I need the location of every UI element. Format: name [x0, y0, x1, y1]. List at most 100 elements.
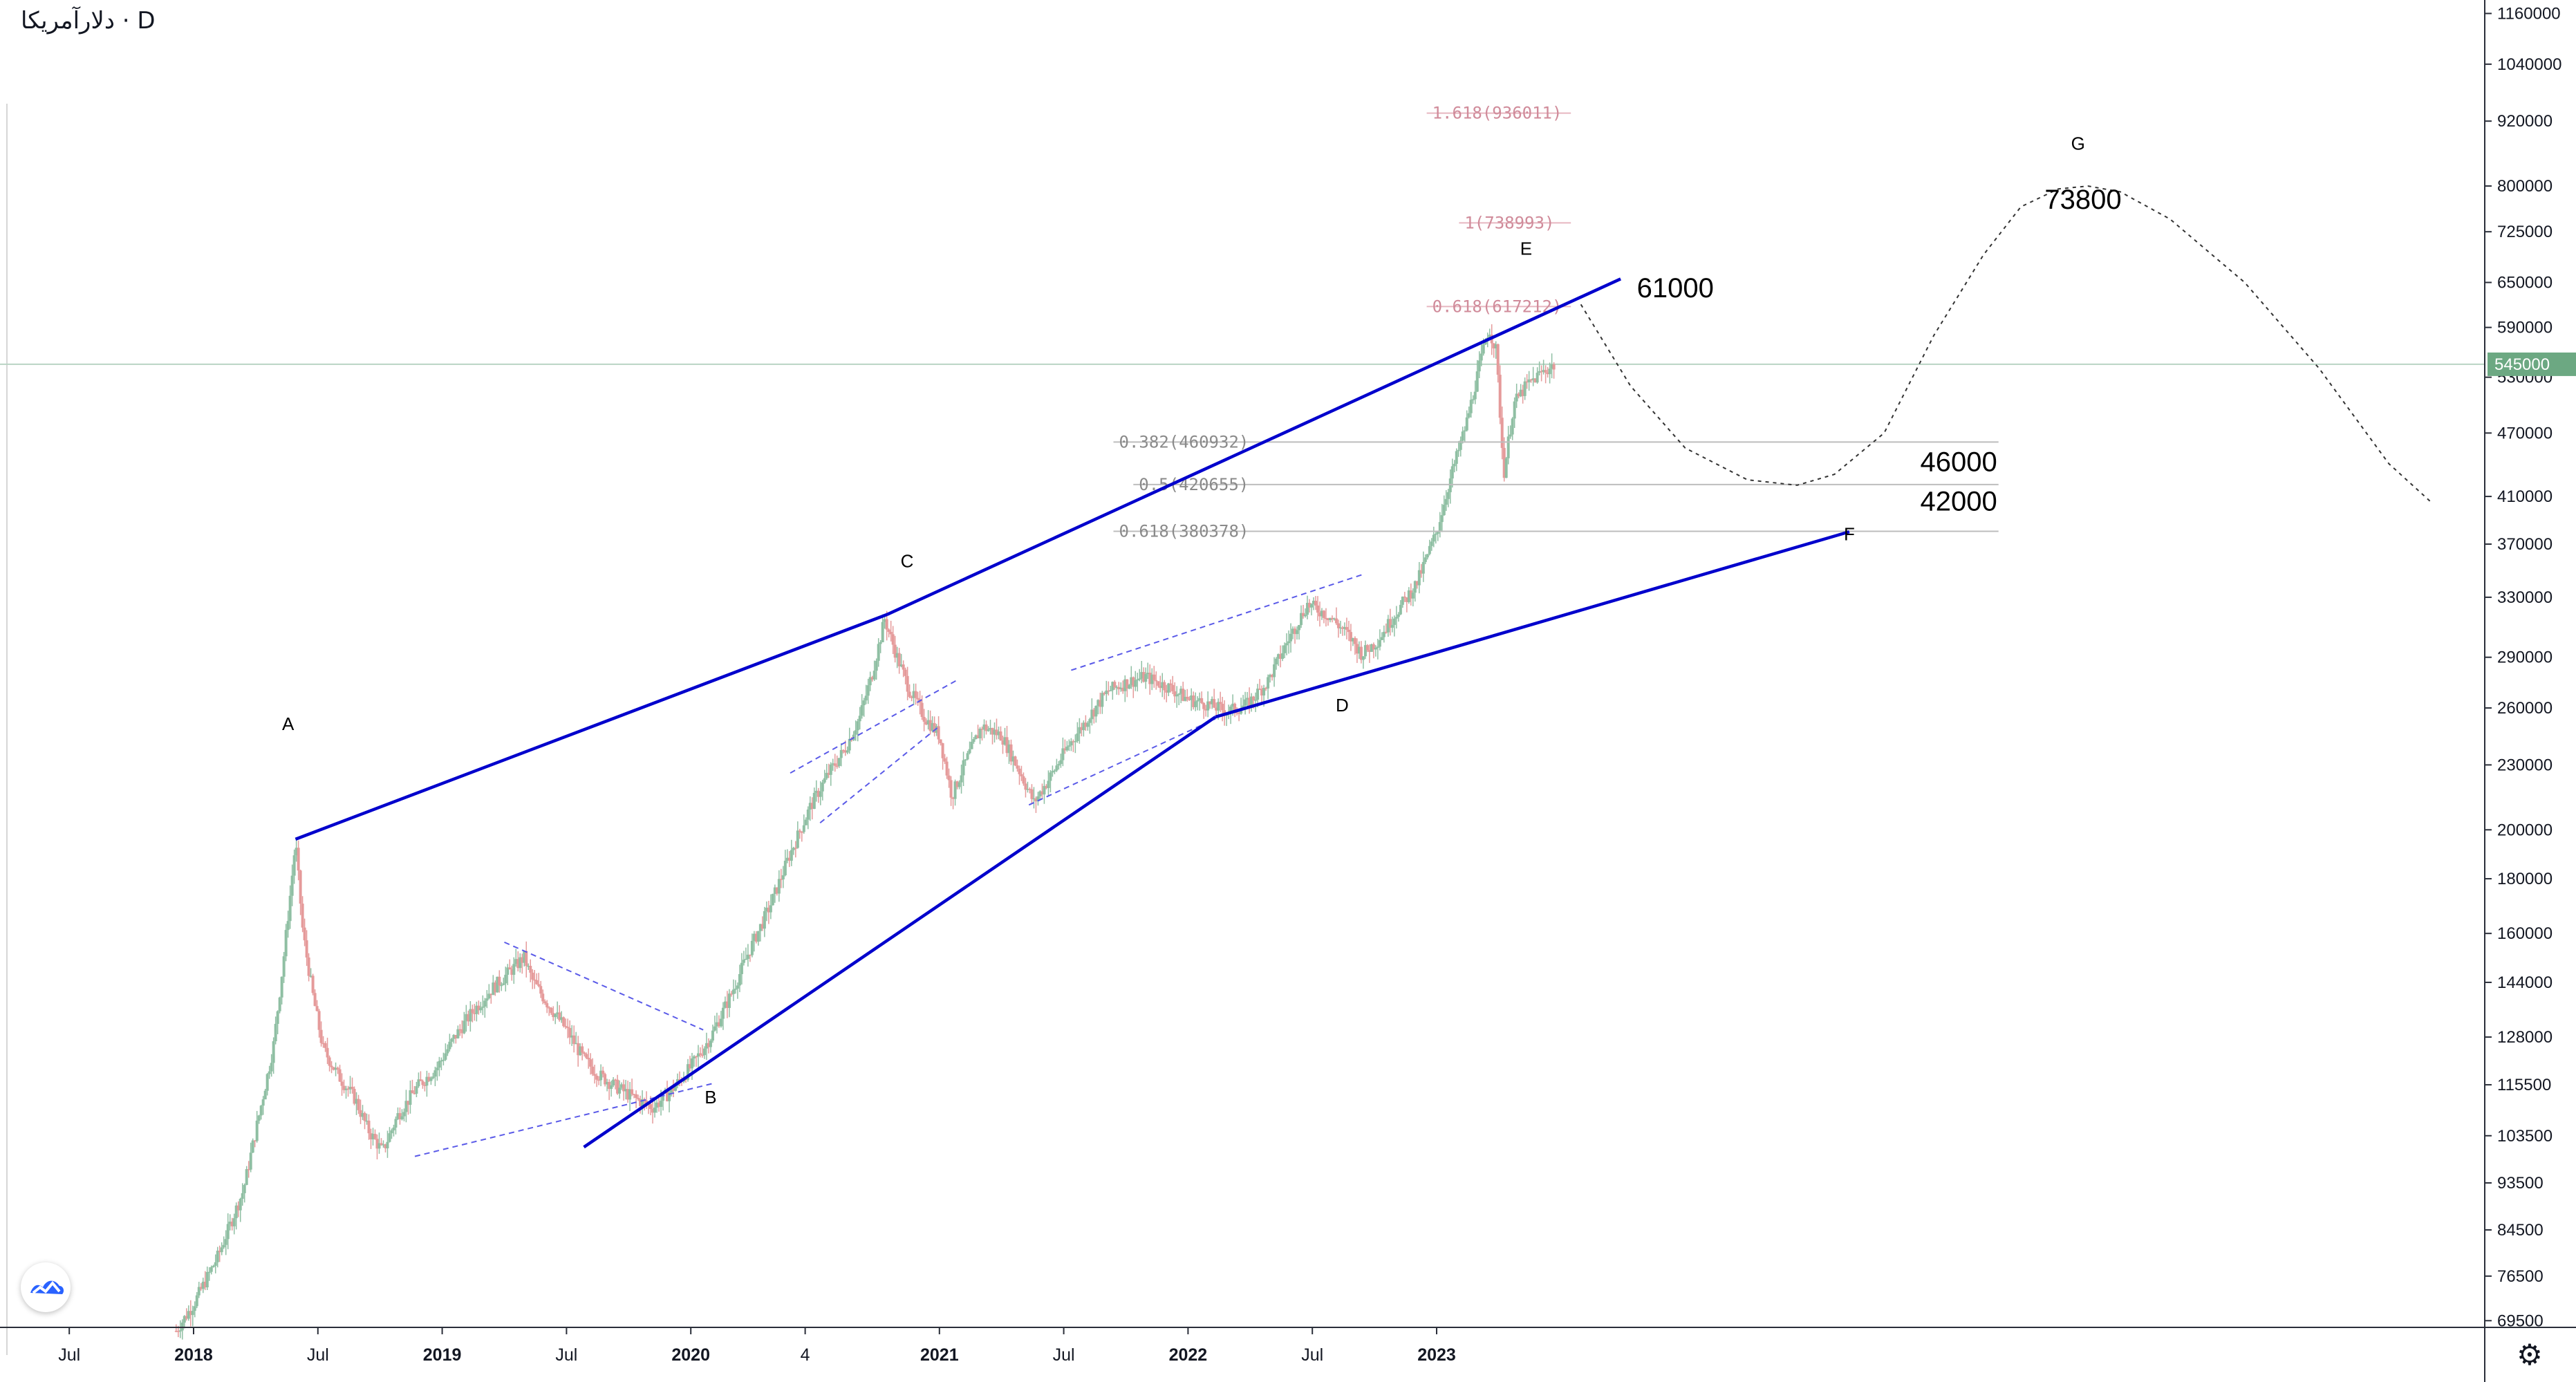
candle-body: [1368, 650, 1371, 652]
candle-body: [334, 1067, 337, 1070]
candle-body: [870, 677, 874, 680]
candle-body: [787, 857, 791, 861]
candle-body: [1536, 373, 1539, 383]
candle-body: [469, 1009, 472, 1022]
candle-body: [713, 1026, 716, 1031]
candle-body: [1036, 796, 1040, 802]
candle-body: [456, 1029, 460, 1038]
wave-label: E: [1520, 238, 1532, 259]
candle-body: [740, 962, 743, 974]
candle-body: [232, 1218, 236, 1226]
price-target-annotation: 61000: [1637, 273, 1714, 304]
candle-body: [1525, 381, 1529, 383]
candle-body: [1150, 674, 1154, 684]
candle-body: [1055, 765, 1058, 771]
candle-body: [214, 1262, 217, 1266]
candle-body: [1020, 774, 1023, 776]
candle-body: [523, 951, 526, 963]
price-tick-label: 76500: [2497, 1267, 2544, 1286]
candle-body: [641, 1099, 644, 1106]
candle-body: [564, 1026, 568, 1027]
candle-body: [800, 832, 803, 833]
candle-body: [481, 1006, 485, 1008]
candle-body: [744, 958, 747, 960]
candle-body: [492, 982, 495, 996]
candle-body: [1202, 702, 1206, 709]
candle-body: [1043, 785, 1046, 795]
candle-body: [479, 1007, 483, 1011]
candle-body: [1308, 602, 1312, 608]
tradingview-logo-icon[interactable]: [21, 1262, 71, 1312]
candle-body: [1298, 625, 1301, 631]
candle-body: [1544, 370, 1547, 373]
candle-body: [1345, 626, 1348, 630]
candle-body: [725, 1001, 729, 1008]
candle-body: [1492, 343, 1495, 348]
candle-body: [1453, 463, 1456, 467]
price-tick-label: 370000: [2497, 535, 2552, 554]
candle-body: [1527, 379, 1531, 383]
time-tick-label: Jul: [58, 1345, 80, 1365]
candle-body: [991, 727, 994, 735]
candle-body: [307, 957, 310, 976]
candle-body: [1032, 798, 1036, 800]
candle-body: [1173, 691, 1177, 697]
candle-body: [458, 1029, 462, 1031]
candle-body: [371, 1134, 375, 1140]
candle-body: [1244, 699, 1247, 706]
candle-body: [1190, 695, 1193, 700]
candle-body: [545, 1003, 549, 1008]
candle-body: [1552, 364, 1556, 370]
candle-body: [1390, 624, 1394, 628]
chart-title: دلارآمریکا · D: [21, 7, 156, 35]
candle-body: [392, 1127, 395, 1131]
candle-body: [1126, 679, 1129, 689]
gear-icon[interactable]: ⚙: [2517, 1338, 2543, 1371]
candle-body: [539, 986, 543, 994]
candle-body: [899, 664, 903, 666]
candle-body: [415, 1086, 418, 1094]
candle-body: [280, 976, 283, 998]
candle-body: [1506, 436, 1510, 458]
channel-trend-line: [886, 277, 1622, 616]
price-target-annotation: 73800: [2044, 185, 2121, 215]
candle-body: [236, 1205, 240, 1211]
projection-path: [1580, 185, 2432, 503]
candle-body: [639, 1099, 642, 1106]
triangle-trend-line: [414, 1082, 716, 1157]
candle-body: [1177, 693, 1181, 695]
candle-body: [357, 1099, 360, 1110]
candle-body: [1194, 701, 1197, 707]
candle-body: [344, 1088, 348, 1090]
candle-body: [1157, 681, 1160, 686]
candle-body: [1246, 698, 1249, 700]
candle-body: [1349, 632, 1352, 642]
price-tick-label: 800000: [2497, 177, 2552, 196]
candle-body: [1382, 631, 1385, 637]
candle-body: [442, 1059, 445, 1061]
candle-body: [282, 956, 286, 977]
candle-body: [1159, 685, 1162, 689]
candle-body: [1459, 440, 1462, 450]
candle-body: [1384, 631, 1388, 633]
candle-body: [346, 1088, 350, 1090]
candle-body: [1103, 693, 1106, 694]
candle-body: [199, 1287, 203, 1289]
candle-body: [475, 1005, 478, 1014]
candle-body: [1140, 672, 1144, 679]
candle-body: [883, 619, 886, 622]
candle-body: [1267, 677, 1270, 689]
candle-body: [579, 1046, 582, 1056]
candle-body: [589, 1059, 592, 1067]
candle-body: [319, 1029, 323, 1043]
candle-body: [881, 622, 884, 642]
candle-body: [375, 1139, 379, 1149]
candle-body: [373, 1134, 377, 1139]
candle-body: [1014, 756, 1017, 766]
candle-body: [1417, 570, 1421, 586]
candle-body: [1152, 674, 1156, 680]
candle-body: [1517, 393, 1520, 397]
fib-level-label: 1.618(936011): [1432, 104, 1562, 123]
